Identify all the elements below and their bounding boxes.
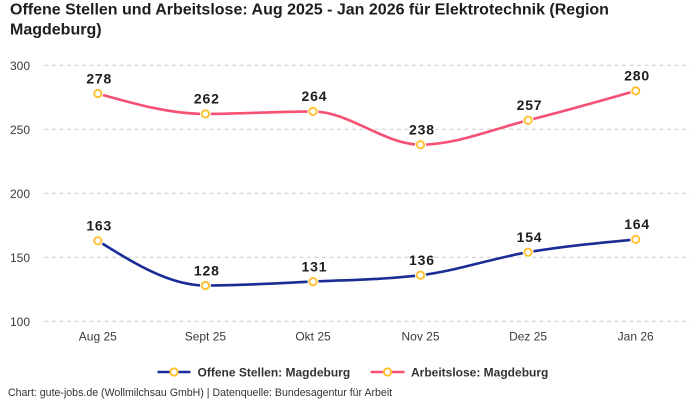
svg-text:Offene Stellen und Arbeitslose: Offene Stellen und Arbeitslose: Aug 2025… [10, 2, 609, 19]
svg-text:164: 164 [624, 216, 650, 232]
svg-text:Aug 25: Aug 25 [79, 330, 117, 344]
svg-text:136: 136 [409, 252, 435, 268]
svg-text:200: 200 [10, 187, 30, 201]
svg-text:Dez 25: Dez 25 [509, 330, 547, 344]
svg-text:Magdeburg): Magdeburg) [10, 22, 102, 39]
svg-text:278: 278 [86, 70, 112, 86]
svg-text:280: 280 [624, 68, 650, 84]
svg-text:150: 150 [10, 251, 30, 265]
svg-text:257: 257 [517, 97, 543, 113]
svg-text:Okt 25: Okt 25 [295, 330, 331, 344]
svg-text:Sept 25: Sept 25 [185, 330, 227, 344]
svg-text:128: 128 [194, 262, 220, 278]
svg-text:163: 163 [86, 218, 112, 234]
svg-text:264: 264 [302, 88, 328, 104]
svg-text:131: 131 [302, 258, 328, 274]
svg-text:238: 238 [409, 122, 435, 138]
svg-text:Chart: gute-jobs.de (Wollmilch: Chart: gute-jobs.de (Wollmilchsau GmbH) … [8, 387, 392, 399]
svg-text:Nov 25: Nov 25 [401, 330, 439, 344]
svg-text:250: 250 [10, 123, 30, 137]
svg-text:100: 100 [10, 315, 30, 329]
svg-text:Offene Stellen: Magdeburg: Offene Stellen: Magdeburg [198, 365, 351, 379]
svg-text:300: 300 [10, 59, 30, 73]
svg-text:Arbeitslose: Magdeburg: Arbeitslose: Magdeburg [411, 365, 548, 379]
svg-text:262: 262 [194, 91, 220, 107]
svg-text:Jan 26: Jan 26 [618, 330, 654, 344]
svg-text:154: 154 [517, 229, 543, 245]
